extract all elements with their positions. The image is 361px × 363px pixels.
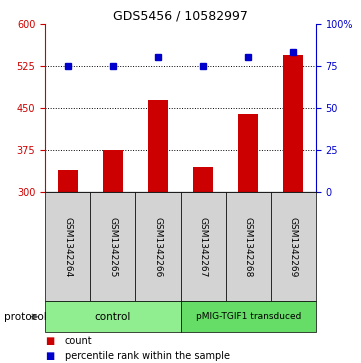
Text: GSM1342268: GSM1342268 bbox=[244, 217, 253, 277]
Bar bbox=[283, 54, 304, 192]
Text: GDS5456 / 10582997: GDS5456 / 10582997 bbox=[113, 9, 248, 22]
Text: GSM1342265: GSM1342265 bbox=[108, 217, 117, 277]
Text: GSM1342267: GSM1342267 bbox=[199, 217, 208, 277]
Text: GSM1342266: GSM1342266 bbox=[153, 217, 162, 277]
Bar bbox=[193, 167, 213, 192]
Text: count: count bbox=[65, 336, 93, 346]
Text: GSM1342269: GSM1342269 bbox=[289, 217, 298, 277]
Text: pMIG-TGIF1 transduced: pMIG-TGIF1 transduced bbox=[196, 312, 301, 321]
Bar bbox=[103, 150, 123, 192]
Text: GSM1342264: GSM1342264 bbox=[63, 217, 72, 277]
Text: ■: ■ bbox=[45, 336, 55, 346]
Text: ■: ■ bbox=[45, 351, 55, 361]
Bar bbox=[238, 114, 258, 192]
Text: control: control bbox=[95, 312, 131, 322]
Bar bbox=[148, 99, 168, 192]
Bar bbox=[57, 170, 78, 192]
Text: percentile rank within the sample: percentile rank within the sample bbox=[65, 351, 230, 361]
Text: protocol: protocol bbox=[4, 312, 46, 322]
